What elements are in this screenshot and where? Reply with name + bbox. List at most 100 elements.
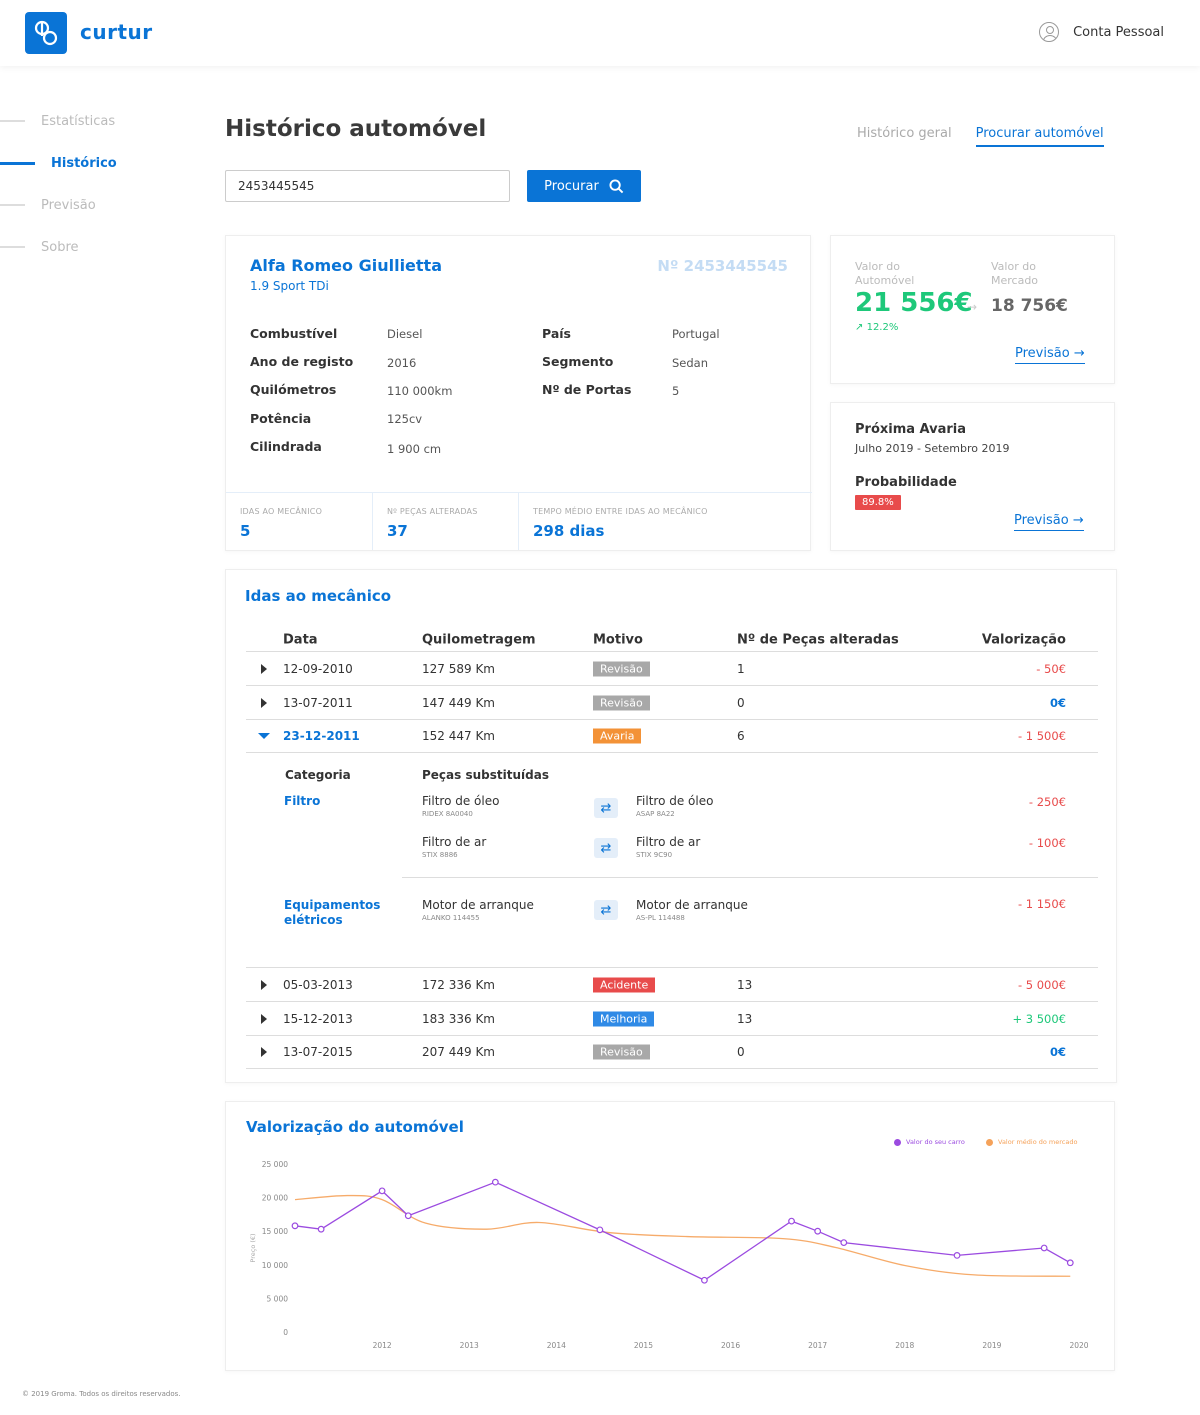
cell-value: - 5 000€	[1017, 977, 1066, 992]
data-point	[404, 1212, 412, 1220]
spec-label: País	[542, 326, 571, 341]
car-stats-bar: Idas ao mecânico 5 Nº peças alteradas 37…	[226, 492, 812, 550]
part-name: Motor de arranque	[422, 898, 534, 912]
part-name: Filtro de ar	[422, 835, 487, 849]
cell-value: - 1 500€	[1017, 728, 1066, 743]
spec-value: 5	[672, 384, 680, 398]
legend-item: Valor do seu carro	[894, 1138, 965, 1146]
swap-icon: ⇄	[594, 900, 618, 920]
data-point	[840, 1239, 848, 1247]
search-icon	[609, 178, 624, 193]
spec-value: 1 900 cm	[387, 442, 442, 456]
data-point	[317, 1225, 325, 1233]
valuation-line-chart: Preço (€) 25 000 20 000 15 000 10 000 5 000 0 2…	[249, 1160, 1089, 1350]
cell-date: 13-07-2015	[283, 1044, 353, 1059]
growth-value: 12.2%	[866, 322, 899, 333]
cell-reason: Melhoria	[593, 1011, 655, 1026]
expand-caret-icon[interactable]	[261, 979, 267, 990]
sidebar-item-historico[interactable]: Histórico	[0, 142, 200, 184]
link-label: Previsão	[1015, 346, 1070, 361]
data-point	[788, 1217, 795, 1225]
car-name: Alfa Romeo Giullietta	[250, 256, 442, 275]
spec-value: 110 000km	[387, 384, 453, 398]
table-row[interactable]: 13-07-2015 207 449 Km Revisão 0 0€	[246, 1035, 1098, 1069]
column-header[interactable]: Nº de Peças alteradas	[737, 632, 899, 647]
reason-badge: Avaria	[593, 728, 642, 743]
reason-badge: Acidente	[593, 977, 656, 992]
column-header[interactable]: Valorização	[981, 632, 1066, 647]
logo-icon[interactable]	[25, 12, 67, 54]
visit-detail-panel: Categoria Peças substituídas Filtro Filt…	[246, 752, 1098, 968]
user-icon[interactable]	[1039, 22, 1060, 42]
footer-copyright: © 2019 Groma. Todos os direitos reservad…	[22, 1390, 181, 1398]
legend-dot	[894, 1138, 901, 1146]
cell-km: 127 589 Km	[422, 661, 495, 676]
collapse-caret-icon[interactable]	[258, 732, 270, 739]
series-line-car-value	[294, 1181, 1071, 1282]
search-button-label: Procurar	[544, 178, 599, 194]
part-code: STIX 8886	[422, 851, 458, 859]
column-header[interactable]: Motivo	[593, 632, 643, 647]
spec-value: Portugal	[672, 327, 720, 341]
probability-label: Probabilidade	[855, 475, 957, 490]
cell-reason: Revisão	[593, 695, 650, 710]
column-header[interactable]: Quilometragem	[422, 632, 536, 647]
old-part: Filtro de ar STIX 8886	[422, 835, 486, 859]
category-line: Equipamentos	[284, 898, 381, 912]
forecast-link[interactable]: Previsão →	[1015, 346, 1085, 364]
next-failure-card: Próxima Avaria Julho 2019 - Setembro 201…	[830, 402, 1115, 551]
category-line: elétricos	[284, 913, 343, 927]
dash-marker	[0, 204, 25, 206]
car-value: 21 556€	[855, 288, 973, 318]
table-row-expanded[interactable]: 23-12-2011 152 447 Km Avaria 6 - 1 500€	[246, 719, 1098, 753]
part-code: ALANKO 114455	[422, 914, 480, 922]
data-point	[378, 1187, 386, 1195]
part-code: ASAP 8A22	[636, 810, 675, 818]
category-filtro: Filtro	[284, 794, 321, 808]
cell-km: 183 336 Km	[422, 1011, 495, 1026]
account-menu[interactable]: Conta Pessoal	[1039, 22, 1164, 42]
part-price: - 250€	[1028, 795, 1066, 809]
new-part: Filtro de ar STIX 9C90	[636, 835, 700, 859]
sidebar-item-estatisticas[interactable]: Estatísticas	[0, 100, 200, 142]
tab-historico-geral[interactable]: Histórico geral	[857, 126, 952, 141]
sidebar-item-previsao[interactable]: Previsão	[0, 184, 200, 226]
legend-label: Valor médio do mercado	[998, 1138, 1078, 1146]
part-price: - 100€	[1028, 836, 1066, 850]
table-row[interactable]: 13-07-2011 147 449 Km Revisão 0 0€	[246, 686, 1098, 720]
y-tick-label: 5 000	[267, 1294, 289, 1303]
swap-icon: ⇄	[594, 838, 618, 858]
tab-procurar-automovel[interactable]: Procurar automóvel	[975, 126, 1104, 147]
search-button[interactable]: Procurar	[527, 170, 641, 202]
new-part: Filtro de óleo ASAP 8A22	[636, 794, 713, 818]
valuation-chart-card: Valorização do automóvel Valor do seu ca…	[225, 1101, 1115, 1371]
cell-km: 147 449 Km	[422, 695, 495, 710]
forecast-link[interactable]: Previsão →	[1014, 513, 1084, 531]
account-label[interactable]: Conta Pessoal	[1073, 24, 1164, 40]
sidebar-item-label: Previsão	[41, 197, 96, 213]
expand-caret-icon[interactable]	[261, 1013, 267, 1024]
x-tick-label: 2014	[547, 1341, 566, 1350]
cell-reason: Revisão	[593, 661, 650, 676]
spec-value: Sedan	[672, 356, 709, 370]
table-row[interactable]: 12-09-2010 127 589 Km Revisão 1 - 50€	[246, 652, 1098, 686]
series-line-market-average	[294, 1194, 1071, 1277]
expand-caret-icon[interactable]	[261, 1046, 267, 1057]
cell-date: 13-07-2011	[283, 695, 353, 710]
sidebar-item-sobre[interactable]: Sobre	[0, 226, 200, 268]
cell-reason: Acidente	[593, 977, 656, 992]
table-row[interactable]: 15-12-2013 183 336 Km Melhoria 13 + 3 50…	[246, 1002, 1098, 1036]
arrow-right-icon: →	[967, 300, 978, 314]
logo-text[interactable]: curtur	[80, 20, 153, 44]
spec-label: Ano de registo	[250, 354, 354, 369]
sidebar-item-label: Histórico	[51, 155, 117, 171]
part-price: - 1 150€	[1017, 897, 1066, 911]
column-header[interactable]: Data	[283, 632, 318, 647]
cell-value: + 3 500€	[1012, 1011, 1066, 1026]
expand-caret-icon[interactable]	[261, 697, 267, 708]
search-input[interactable]	[225, 170, 510, 202]
expand-caret-icon[interactable]	[261, 663, 267, 674]
table-row[interactable]: 05-03-2013 172 336 Km Acidente 13 - 5 00…	[246, 968, 1098, 1002]
part-code: AS-PL 114488	[636, 914, 685, 922]
car-version: 1.9 Sport TDi	[250, 279, 329, 293]
